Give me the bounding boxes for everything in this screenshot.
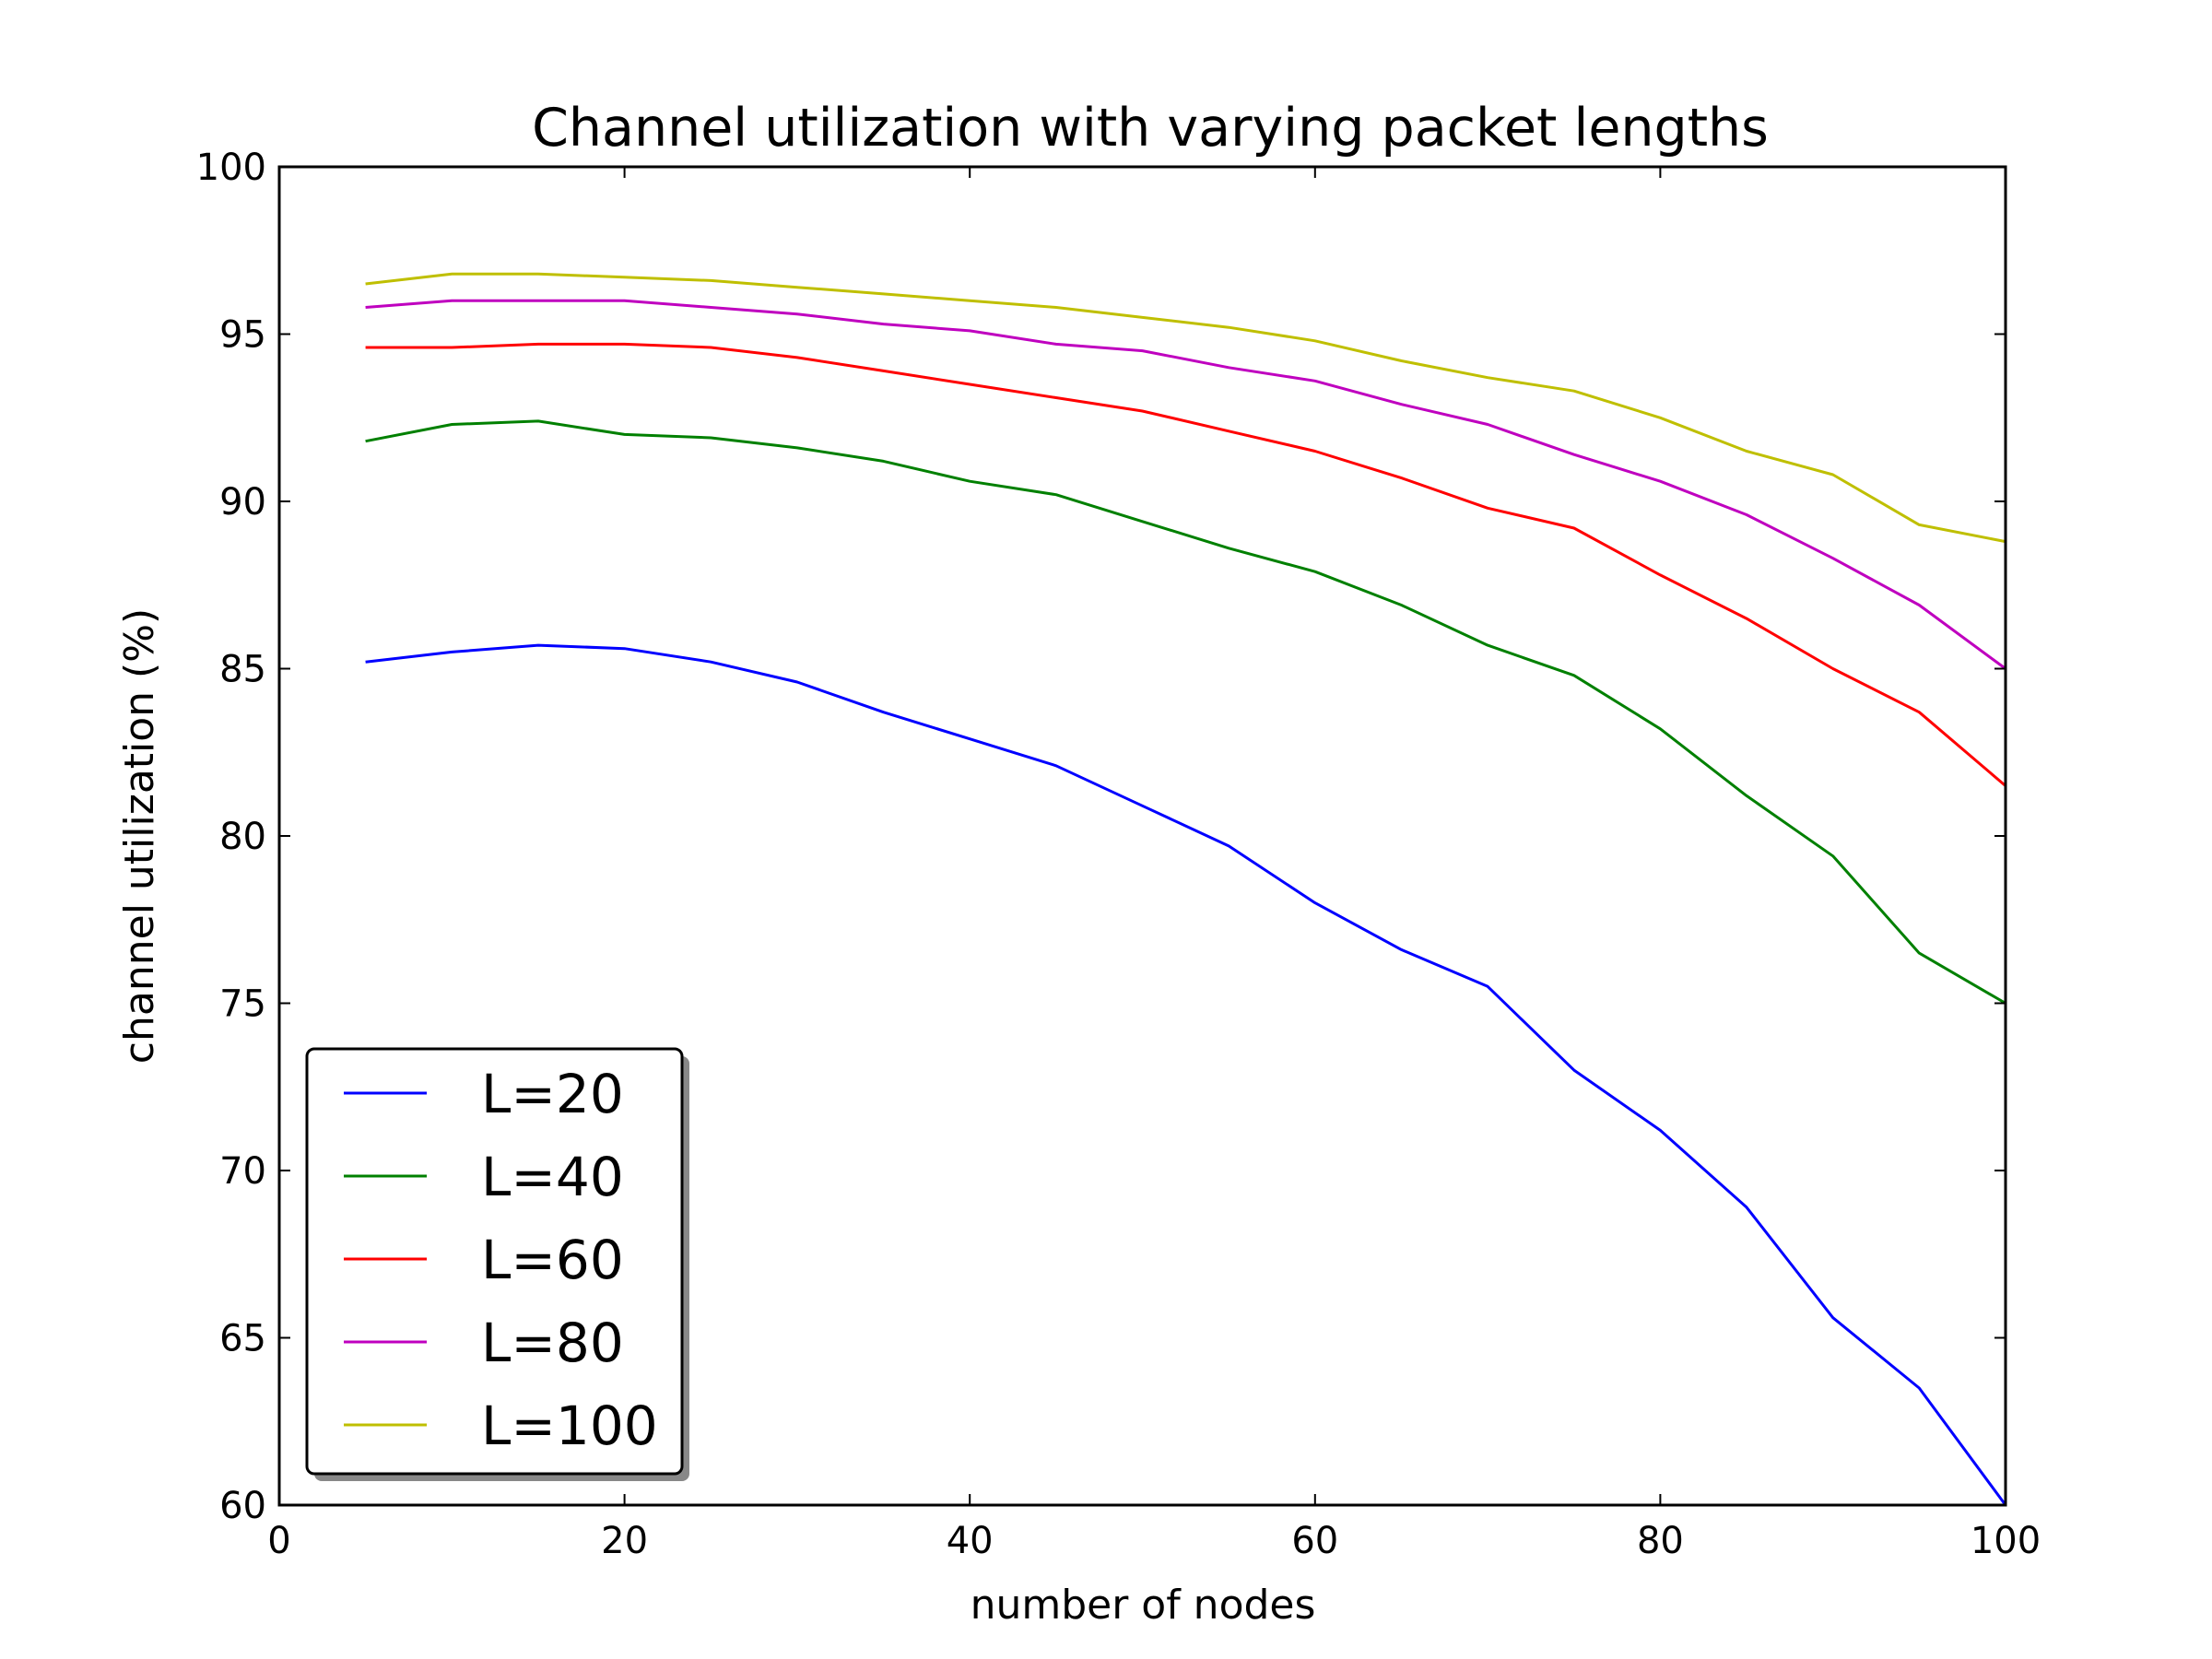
legend-box — [305, 1047, 684, 1476]
x-tick-label: 0 — [267, 1520, 290, 1562]
legend-entries: L=20 L=40 L=60 L=80 L=100 — [344, 1063, 658, 1457]
y-tick-label: 100 — [196, 147, 266, 189]
legend-label: L=40 — [481, 1146, 624, 1208]
series-line-l-20 — [365, 643, 2007, 1506]
y-tick-label: 65 — [219, 1318, 266, 1360]
ticks-layer: 0 20 40 60 80 100 60 65 70 75 80 85 90 95 100 — [196, 147, 2041, 1562]
x-tick-label: 80 — [1637, 1520, 1684, 1562]
legend-label: L=100 — [481, 1394, 658, 1457]
x-tick-label: 100 — [1971, 1520, 2041, 1562]
series-l-60 — [365, 342, 2006, 787]
x-tick-label: 40 — [947, 1520, 994, 1562]
x-tick-label: 60 — [1291, 1520, 1338, 1562]
legend: L=20 L=40 L=60 L=80 L=100 — [305, 1047, 689, 1481]
series-l-20 — [365, 643, 2007, 1506]
chart-title: Channel utilization with varying packet … — [532, 98, 1769, 159]
y-tick-label: 75 — [219, 983, 266, 1026]
y-tick-label: 90 — [219, 481, 266, 524]
series-line-l-80 — [365, 299, 2006, 670]
y-tick-label: 70 — [219, 1150, 266, 1193]
legend-label: L=60 — [481, 1229, 624, 1291]
series-line-l-40 — [365, 419, 2006, 1005]
y-tick-label: 95 — [219, 314, 266, 357]
legend-label: L=20 — [481, 1063, 624, 1125]
x-tick-label: 20 — [601, 1520, 648, 1562]
y-axis-title: channel utilization (%) — [116, 608, 163, 1064]
y-tick-label: 80 — [219, 816, 266, 858]
x-axis-title: number of nodes — [971, 1582, 1316, 1629]
y-tick-label: 85 — [219, 649, 266, 691]
series-line-l-60 — [365, 342, 2006, 787]
series-l-80 — [365, 299, 2006, 670]
series-layer — [365, 272, 2007, 1506]
legend-label: L=80 — [481, 1312, 624, 1374]
plot-frame — [277, 165, 2007, 1507]
series-l-100 — [365, 272, 2006, 544]
y-tick-label: 60 — [219, 1485, 266, 1527]
series-line-l-100 — [365, 272, 2006, 544]
